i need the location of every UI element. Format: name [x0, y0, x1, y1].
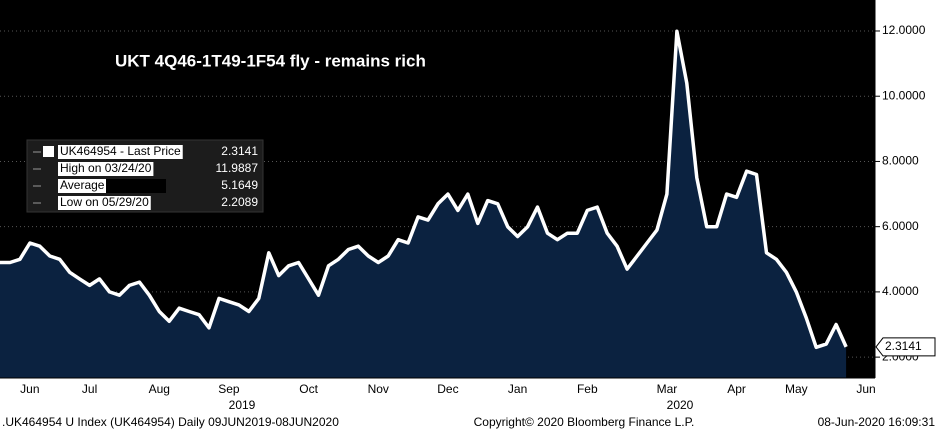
x-tick-label: Nov — [368, 382, 389, 396]
legend-value: 2.3141 — [221, 144, 258, 158]
line — [0, 29, 848, 350]
legend-black-box — [106, 179, 166, 193]
footer-left: .UK464954 U Index (UK464954) Daily 09JUN… — [2, 415, 339, 429]
x-tick-label: May — [785, 382, 808, 396]
y-tick-label: 12.0000 — [882, 23, 926, 37]
y-tick-label: 4.0000 — [882, 284, 919, 298]
y-tick-label: 6.0000 — [882, 219, 919, 233]
chart-title: UKT 4Q46-1T49-1F54 fly - remains rich — [115, 51, 426, 70]
legend-label-bg — [58, 162, 154, 176]
x-tick-label: Sep — [218, 382, 240, 396]
x-tick-label: Mar — [657, 382, 678, 396]
year-label: 2020 — [667, 398, 694, 412]
y-tick-label: 10.0000 — [882, 88, 926, 102]
x-tick-label: Aug — [149, 382, 170, 396]
last-price-label: 2.3141 — [885, 339, 922, 353]
x-tick-label: Apr — [727, 382, 746, 396]
x-tick-label: Dec — [437, 382, 458, 396]
legend-label: Average — [60, 178, 105, 192]
x-tick-label: Jan — [508, 382, 527, 396]
footer-right: 08-Jun-2020 16:09:31 — [818, 415, 936, 429]
area — [0, 31, 847, 379]
last-price-pointer — [875, 337, 936, 357]
legend-value: 5.1649 — [221, 178, 258, 192]
legend-label-bg — [58, 179, 107, 193]
legend-swatch — [43, 146, 54, 157]
legend-label: Low on 05/29/20 — [60, 195, 149, 209]
legend-label: UK464954 - Last Price — [60, 144, 181, 158]
x-tick-label: Oct — [299, 382, 318, 396]
legend-label-bg — [58, 196, 151, 210]
legend-label: High on 03/24/20 — [60, 161, 152, 175]
x-tick-label: Jun — [20, 382, 39, 396]
y-tick-label: 8.0000 — [882, 154, 919, 168]
legend-value: 2.2089 — [221, 195, 258, 209]
footer-center: Copyright© 2020 Bloomberg Finance L.P. — [474, 415, 695, 429]
legend-label-bg — [58, 145, 183, 159]
year-label: 2019 — [229, 398, 256, 412]
x-tick-label: Jul — [82, 382, 97, 396]
x-tick-label: Jun — [856, 382, 875, 396]
legend-value: 11.9887 — [216, 161, 259, 175]
x-tick-label: Feb — [577, 382, 598, 396]
